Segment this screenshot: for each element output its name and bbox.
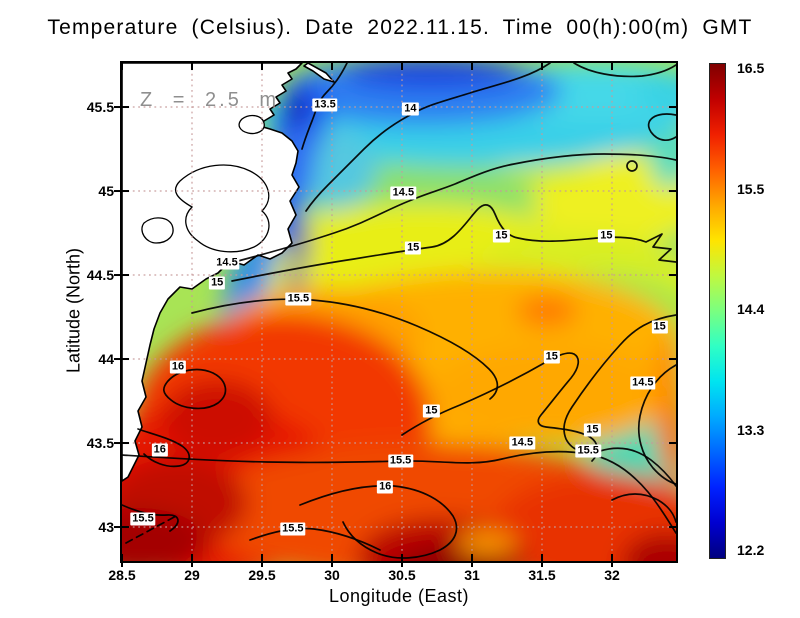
contour-label: 16	[377, 480, 394, 494]
colorbar	[709, 63, 726, 559]
y-tick-label: 43.5	[86, 435, 114, 452]
coastline-land	[122, 63, 335, 482]
x-tick-label: 29.5	[248, 567, 276, 583]
contour-label: 15	[651, 320, 668, 334]
contour-label: 14.5	[214, 256, 240, 270]
contour-label: 15.5	[280, 522, 306, 536]
y-tick-label: 44	[98, 351, 114, 368]
contour-label: 15	[493, 229, 510, 243]
contour-label: 13.5	[312, 98, 338, 112]
x-tick-label: 30	[324, 567, 340, 583]
x-tick-label: 32	[604, 567, 620, 583]
colorbar-tick-label: 12.2	[737, 542, 765, 558]
contour-label: 15	[598, 229, 615, 243]
contour-label: 15.5	[387, 454, 414, 468]
temperature-heatmap	[114, 63, 676, 567]
colorbar-tick-label: 15.5	[737, 180, 765, 197]
depth-annotation: Z = 2.5 m	[140, 89, 280, 111]
x-tick-label: 30.5	[388, 567, 416, 583]
y-tick-label: 45	[98, 183, 114, 200]
contour-label: 15.5	[130, 512, 156, 526]
axis-tick-marks	[114, 63, 676, 567]
y-tick-label: 44.5	[86, 267, 114, 284]
x-tick-label: 28.5	[108, 567, 136, 583]
colorbar-tick-label: 13.3	[737, 421, 765, 438]
x-tick-label: 29	[184, 567, 200, 583]
x-tick-label: 31.5	[528, 567, 556, 583]
contour-label: 16	[151, 443, 168, 457]
y-axis-label: Latitude (North)	[63, 247, 84, 374]
x-axis-label: Longitude (East)	[328, 586, 470, 606]
contour-label: 14.5	[630, 376, 656, 390]
contour-label: 15	[405, 241, 422, 255]
colorbar-tick-label: 14.4	[737, 301, 765, 317]
contour-label: 16	[169, 360, 187, 374]
contour-label: 15	[209, 276, 226, 290]
contour-label: 15.5	[285, 292, 312, 306]
y-tick-label: 45.5	[86, 99, 114, 116]
contour-label: 15	[423, 404, 440, 418]
map-plot-area: Z = 2.5 m 13.5 14 14.5 15 15 15 14.5 15 15.5 15 15…	[114, 61, 678, 567]
contour-label: 14.5	[509, 436, 536, 450]
contour-label: 14.5	[390, 186, 417, 200]
page-title: Temperature (Celsius). Date 2022.11.15. …	[47, 16, 753, 39]
y-tick-label: 43	[98, 519, 114, 536]
sea-temperature-field	[122, 63, 676, 561]
contour-label: 15	[584, 423, 601, 437]
x-tick-label: 31	[464, 567, 480, 583]
contour-label: 14	[402, 102, 419, 116]
contour-label: 15.5	[575, 444, 601, 458]
contour-label: 15	[543, 350, 560, 364]
colorbar-tick-label: 16.5	[737, 60, 765, 76]
